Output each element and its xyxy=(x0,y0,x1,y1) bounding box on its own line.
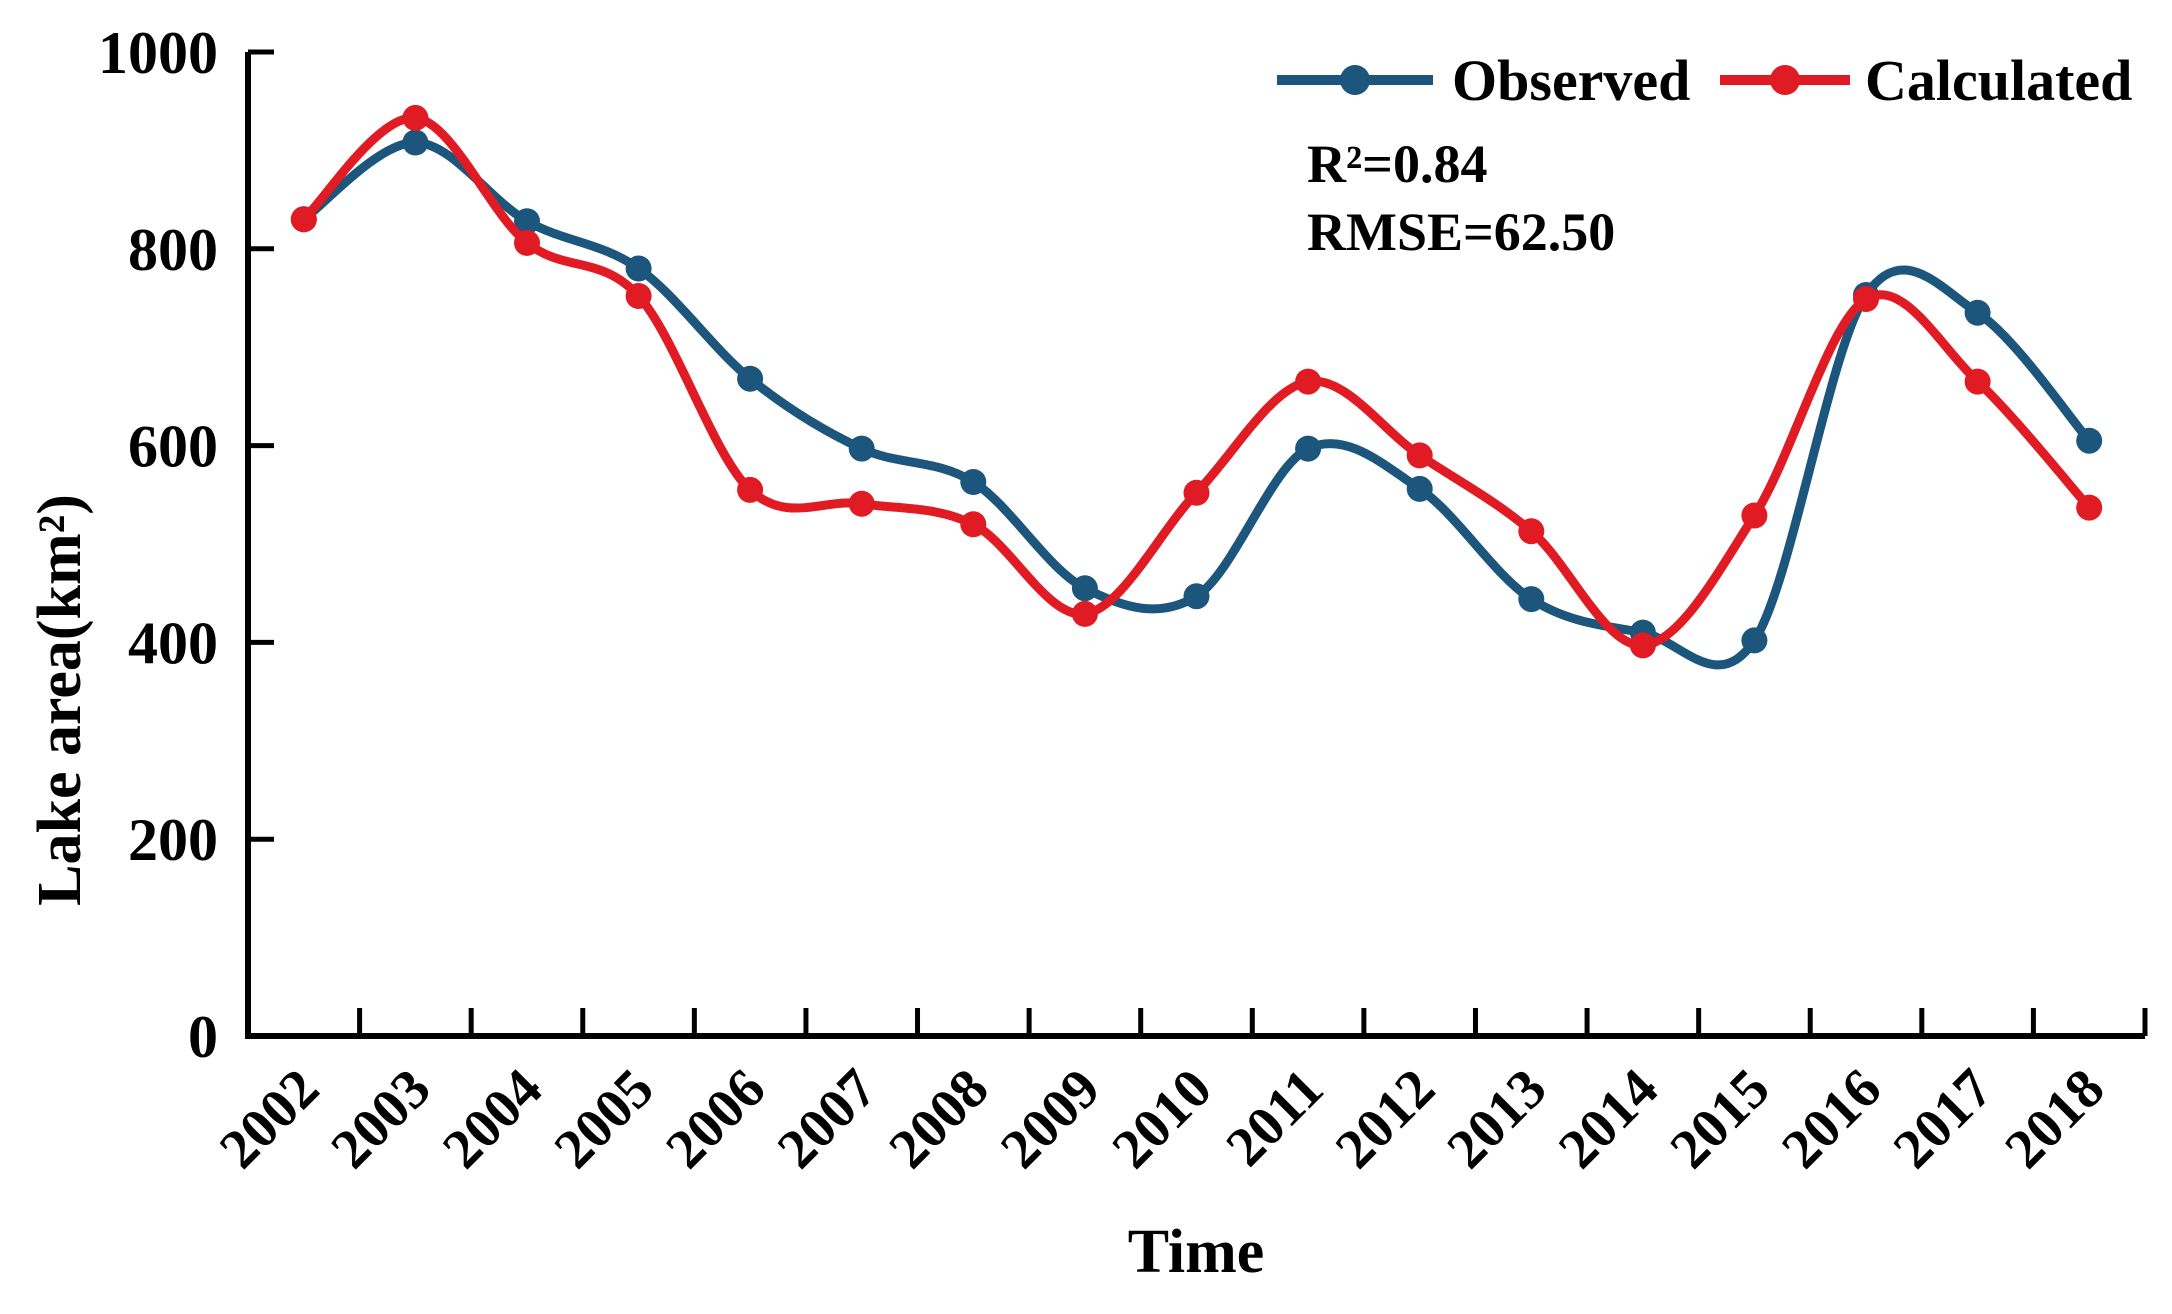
y-tick-label: 600 xyxy=(128,414,218,480)
data-point-calculated xyxy=(960,511,987,538)
data-point-observed xyxy=(960,469,987,495)
data-point-observed xyxy=(1071,575,1098,602)
x-tick-label: 2004 xyxy=(431,1057,554,1180)
r2-annotation: R²=0.84 xyxy=(1307,134,1487,194)
x-tick-label: 2008 xyxy=(877,1057,1000,1180)
y-tick-label: 400 xyxy=(128,610,218,676)
data-point-observed xyxy=(514,208,540,235)
data-point-calculated xyxy=(1518,518,1545,545)
series-layer xyxy=(290,104,2103,670)
series-line-observed xyxy=(299,137,2094,670)
data-point-observed xyxy=(1295,435,1322,462)
legend-marker-calculated-icon xyxy=(1770,65,1800,95)
x-tick-label: 2006 xyxy=(654,1057,777,1180)
data-point-observed xyxy=(402,129,429,156)
data-point-calculated xyxy=(514,229,540,256)
data-point-calculated xyxy=(848,490,875,517)
x-tick-label: 2015 xyxy=(1659,1057,1782,1180)
rmse-annotation: RMSE=62.50 xyxy=(1307,202,1615,262)
y-axis-title: Lake area(km²) xyxy=(26,494,94,906)
x-tick-label: 2017 xyxy=(1882,1057,2005,1180)
legend-marker-observed-icon xyxy=(1340,65,1370,95)
data-point-calculated xyxy=(402,104,429,131)
y-tick-label: 200 xyxy=(128,807,218,873)
data-point-calculated xyxy=(1964,368,1991,395)
series-line-calculated xyxy=(299,113,2094,650)
x-tick-label: 2007 xyxy=(766,1057,889,1180)
x-tick-label: 2003 xyxy=(320,1057,443,1180)
data-point-observed xyxy=(1183,583,1210,610)
data-point-calculated xyxy=(1853,286,1879,312)
y-tick-label: 1000 xyxy=(98,20,218,86)
data-point-calculated xyxy=(625,283,652,309)
data-point-calculated xyxy=(737,476,764,503)
y-tick-label: 0 xyxy=(188,1004,218,1070)
x-tick-label: 2010 xyxy=(1101,1057,1224,1180)
data-point-calculated xyxy=(1071,600,1098,627)
data-point-calculated xyxy=(1629,632,1656,659)
data-point-observed xyxy=(1406,475,1433,502)
data-point-observed xyxy=(2076,427,2103,454)
legend: Observed Calculated xyxy=(1277,48,2132,113)
x-tick-label: 2005 xyxy=(543,1057,666,1180)
data-point-calculated xyxy=(290,206,317,233)
x-tick-label: 2018 xyxy=(1993,1057,2116,1180)
data-point-observed xyxy=(1741,627,1768,654)
legend-label-calculated: Calculated xyxy=(1865,48,2132,113)
series-calculated xyxy=(290,104,2103,659)
data-point-observed xyxy=(1964,299,1991,326)
x-tick-label: 2002 xyxy=(208,1057,331,1180)
data-point-observed xyxy=(848,435,875,462)
data-point-calculated xyxy=(2076,494,2103,521)
x-tick-label: 2013 xyxy=(1435,1057,1558,1180)
legend-entry-observed: Observed xyxy=(1277,48,1690,113)
x-tick-label: 2011 xyxy=(1214,1057,1335,1178)
x-tick-label: 2009 xyxy=(989,1057,1112,1180)
data-point-calculated xyxy=(1295,368,1322,395)
data-point-calculated xyxy=(1406,442,1433,469)
data-point-calculated xyxy=(1741,502,1768,529)
x-tick-label: 2012 xyxy=(1324,1057,1447,1180)
data-point-calculated xyxy=(1183,479,1210,506)
y-tick-label: 800 xyxy=(128,217,218,283)
axis-frame xyxy=(245,52,2145,1039)
x-tick-label: 2014 xyxy=(1547,1057,1670,1180)
data-point-observed xyxy=(737,365,764,392)
legend-entry-calculated: Calculated xyxy=(1720,48,2132,113)
x-axis-title: Time xyxy=(1128,1218,1265,1286)
x-tick-label: 2016 xyxy=(1770,1057,1893,1180)
legend-label-observed: Observed xyxy=(1452,48,1690,113)
series-observed xyxy=(290,129,2103,670)
data-point-observed xyxy=(1518,586,1545,613)
data-point-observed xyxy=(625,255,652,282)
